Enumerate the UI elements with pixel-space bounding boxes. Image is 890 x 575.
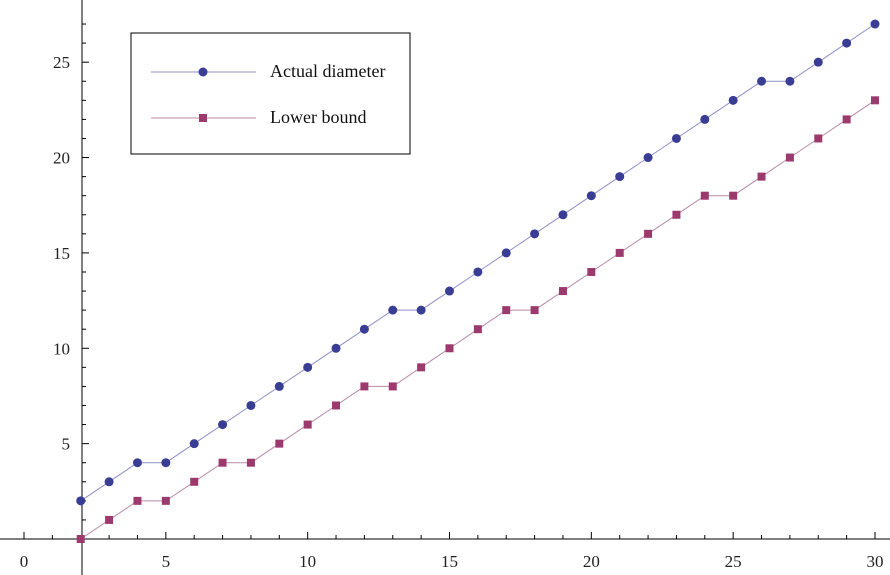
- data-point: [416, 305, 426, 315]
- data-point: [842, 115, 851, 124]
- y-tick-label: 5: [62, 435, 71, 454]
- data-point: [871, 96, 879, 105]
- data-point: [814, 134, 823, 143]
- data-point: [190, 477, 199, 486]
- data-point: [473, 267, 483, 277]
- series-layer: [76, 19, 880, 543]
- data-point: [104, 477, 114, 487]
- x-tick-label: 5: [162, 552, 171, 571]
- data-point: [189, 439, 199, 449]
- data-point: [870, 19, 880, 29]
- data-point: [161, 458, 171, 468]
- data-point: [615, 248, 624, 257]
- data-point: [842, 38, 852, 48]
- x-tick-label: 10: [299, 552, 316, 571]
- series-actual-diameter: [76, 19, 880, 506]
- data-point: [558, 287, 567, 296]
- data-point: [615, 172, 625, 182]
- data-point: [246, 400, 256, 410]
- legend-marker-lower: [199, 114, 207, 122]
- data-point: [813, 57, 823, 67]
- x-tick-label: 30: [867, 552, 884, 571]
- data-point: [275, 439, 284, 448]
- data-point: [530, 306, 539, 315]
- data-point: [303, 420, 312, 429]
- legend-box: [130, 32, 411, 155]
- data-point: [502, 306, 511, 315]
- legend-label-actual: Actual diameter: [270, 61, 385, 81]
- data-point: [728, 95, 738, 105]
- data-point: [360, 382, 369, 391]
- data-point: [359, 324, 369, 334]
- legend-label-lower: Lower bound: [270, 107, 366, 127]
- data-point: [105, 515, 114, 524]
- data-point: [587, 267, 596, 276]
- y-tick-label: 15: [53, 244, 70, 263]
- data-point: [218, 458, 227, 467]
- data-point: [132, 458, 142, 468]
- data-point: [445, 286, 454, 296]
- data-point: [785, 153, 794, 162]
- y-tick-label: 25: [53, 53, 70, 72]
- data-point: [76, 535, 85, 543]
- data-point: [530, 229, 540, 239]
- legend-marker-actual: [198, 67, 208, 77]
- data-point: [417, 363, 426, 372]
- y-tick-label: 20: [53, 149, 70, 168]
- data-point: [586, 191, 596, 201]
- data-point: [218, 420, 228, 430]
- data-point: [246, 458, 255, 467]
- data-point: [332, 401, 341, 410]
- data-point: [303, 362, 313, 372]
- data-point: [757, 172, 766, 181]
- legend: Actual diameter Lower bound: [130, 32, 411, 155]
- data-point: [785, 76, 795, 86]
- x-tick-label: 15: [441, 552, 458, 571]
- data-point: [643, 153, 653, 163]
- data-point: [274, 381, 284, 391]
- data-point: [700, 191, 709, 200]
- series-lower-bound: [76, 96, 879, 543]
- data-point: [161, 496, 170, 505]
- data-point: [473, 325, 482, 334]
- data-point: [700, 114, 710, 124]
- data-point: [331, 343, 341, 353]
- data-point: [388, 382, 397, 391]
- data-point: [501, 248, 511, 258]
- data-point: [76, 496, 86, 506]
- data-point: [671, 133, 681, 143]
- data-point: [729, 191, 738, 200]
- data-point: [672, 210, 681, 219]
- data-point: [558, 210, 568, 220]
- y-tick-label: 10: [53, 339, 70, 358]
- data-point: [757, 76, 767, 86]
- data-point: [388, 305, 398, 315]
- x-tick-label: 20: [583, 552, 600, 571]
- data-point: [644, 229, 653, 238]
- data-point: [133, 496, 142, 505]
- series-line: [80, 99, 876, 540]
- x-tick-label: 25: [725, 552, 742, 571]
- data-point: [445, 344, 454, 353]
- x-tick-label: 0: [20, 552, 29, 571]
